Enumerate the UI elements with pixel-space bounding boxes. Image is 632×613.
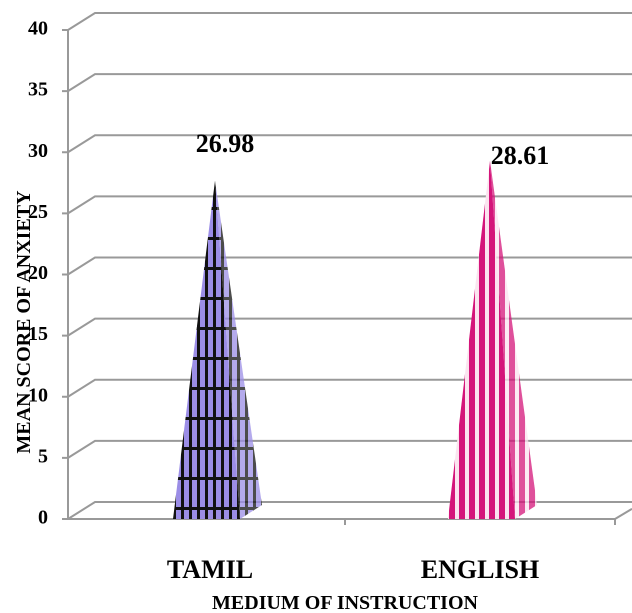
grid-line bbox=[67, 134, 632, 154]
y-tick-label: 35 bbox=[28, 79, 48, 101]
plot-area bbox=[62, 12, 632, 525]
y-axis-title: MEAN SCORE OF ANXIETY bbox=[13, 190, 35, 454]
grid-line bbox=[67, 439, 632, 459]
pyramid-front bbox=[173, 180, 240, 519]
y-tick-label: 40 bbox=[28, 18, 48, 40]
value-label: 26.98 bbox=[196, 129, 255, 158]
x-axis-depth bbox=[614, 507, 632, 520]
grid-line bbox=[67, 73, 632, 92]
grid-line bbox=[67, 12, 632, 31]
x-tick-label: ENGLISH bbox=[421, 555, 540, 584]
x-tick-label: TAMIL bbox=[167, 555, 253, 584]
y-tick-label: 30 bbox=[28, 140, 48, 162]
grid-line bbox=[67, 256, 632, 276]
grid-line bbox=[67, 501, 632, 520]
y-tick-label: 10 bbox=[28, 384, 48, 406]
x-axis-title: MEDIUM OF INSTRUCTION bbox=[212, 592, 478, 613]
y-tick-label: 25 bbox=[28, 201, 48, 223]
pyramid-front bbox=[448, 160, 515, 520]
grid-line bbox=[67, 195, 632, 215]
y-tick-label: 20 bbox=[28, 262, 48, 284]
y-tick-label: 5 bbox=[38, 445, 48, 467]
grid-line bbox=[67, 317, 632, 337]
y-tick-label: 15 bbox=[28, 323, 48, 345]
pyramid-side bbox=[215, 180, 262, 519]
grid-line bbox=[67, 378, 632, 398]
y-tick-label: 0 bbox=[38, 507, 48, 529]
pyramid-side bbox=[490, 160, 537, 520]
value-label: 28.61 bbox=[491, 141, 550, 170]
